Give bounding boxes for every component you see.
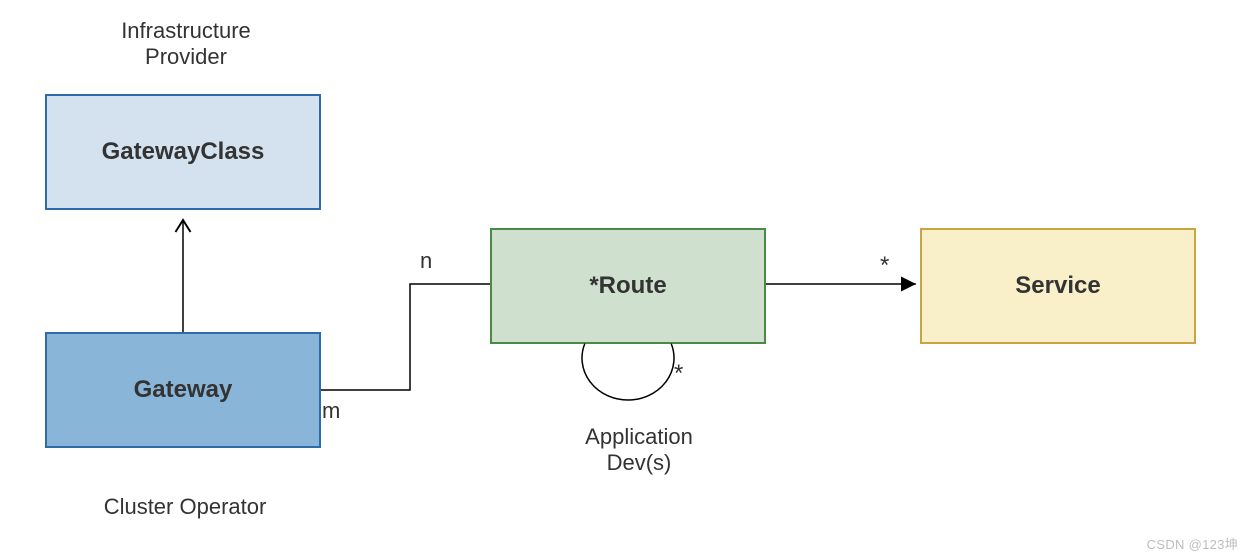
edge-gateway-to-route [321,284,490,390]
node-service-text: Service [1015,272,1100,300]
edge-label-m: m [322,398,340,424]
node-gateway-text: Gateway [134,376,233,404]
node-gateway-class-text: GatewayClass [102,138,265,166]
edge-label-route-service-star: * [880,252,889,280]
edge-label-n: n [420,248,432,274]
node-route: *Route [490,228,766,344]
node-gateway-class: GatewayClass [45,94,321,210]
role-label-cluster-operator: Cluster Operator [95,494,275,520]
node-service: Service [920,228,1196,344]
watermark: CSDN @123坤 [1147,534,1238,553]
node-route-text: *Route [589,272,666,300]
node-gateway: Gateway [45,332,321,448]
edge-route-self-loop [582,344,674,400]
role-label-application-devs: Application Dev(s) [574,424,704,476]
edge-label-self-star: * [674,360,683,388]
role-label-infrastructure-provider: Infrastructure Provider [106,18,266,70]
